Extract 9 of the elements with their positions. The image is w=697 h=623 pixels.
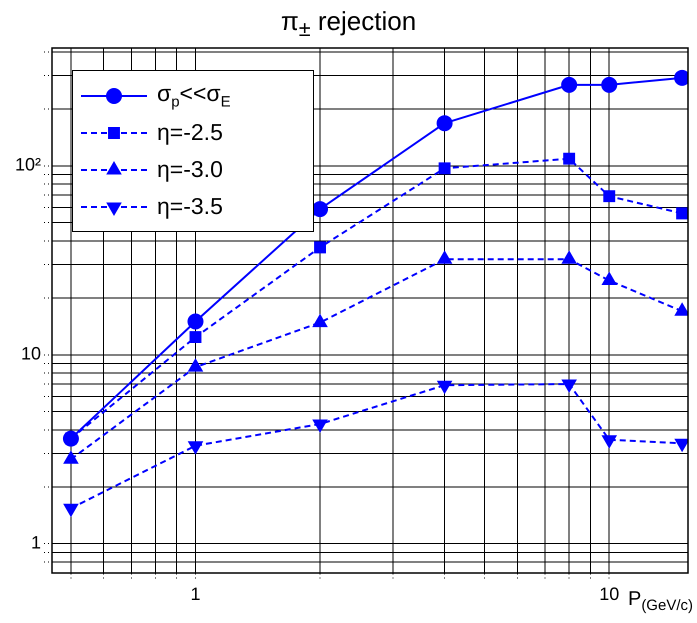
x-axis-title: P$_{(GeV/c)}$ [628,588,693,614]
y-tick-label: 10² [14,154,42,175]
legend-label: η=-3.0 [157,156,223,183]
y-tick-label: 10 [20,344,41,364]
y-tick-label: 1 [30,532,41,553]
legend-label: σ$_{p}$<<σ$_{E}$ [157,80,231,111]
chart-title: π$_{±}$ rejection [280,6,418,42]
legend-label: η=-3.5 [157,193,223,220]
legend-label: η=-2.5 [157,119,223,146]
